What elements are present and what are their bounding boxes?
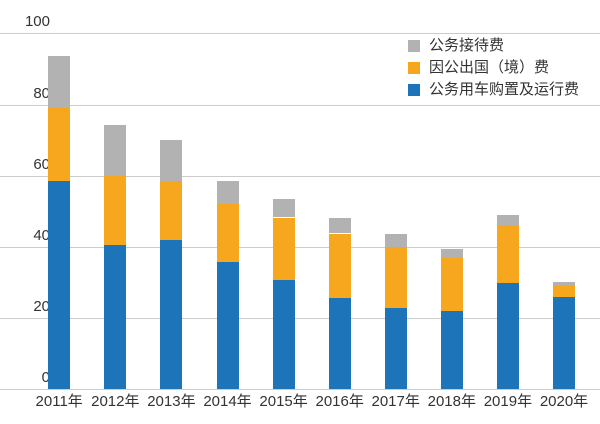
bar-segment-2014年-公务接待费 [216,180,239,205]
bar-segment-2017年-因公出国（境）费 [384,247,407,309]
y-tick-label-100: 100 [24,13,50,31]
legend-item-overseas: 因公出国（境）费 [408,60,579,76]
x-tick-label-2016年: 2016年 [315,393,364,410]
y-tick-label-40: 40 [33,227,50,244]
bar-segment-2013年-公务接待费 [160,139,183,181]
bar-segment-2019年-公务接待费 [496,215,519,226]
legend-item-vehicles: 公务用车购置及运行费 [408,82,579,98]
bar-segment-2013年-因公出国（境）费 [160,180,183,240]
y-tick-label-60: 60 [33,155,50,173]
bar-segment-2013年-公务用车购置及运行费 [160,239,183,390]
bar-segment-2012年-公务用车购置及运行费 [104,244,127,390]
legend-label: 因公出国（境）费 [429,59,550,76]
x-tick-label-2011年: 2011年 [35,393,83,410]
bar-segment-2020年-公务接待费 [553,281,575,286]
bar-segment-2012年-公务接待费 [104,124,127,176]
legend-label: 公务接待费 [429,37,505,54]
bar-segment-2011年-公务用车购置及运行费 [48,180,71,390]
y-tick-label-0: 0 [41,369,50,387]
legend-item-reception: 公务接待费 [408,38,579,54]
bar-segment-2017年-公务用车购置及运行费 [384,308,407,390]
legend: 公务接待费 因公出国（境）费 公务用车购置及运行费 [408,38,579,104]
bar-segment-2015年-公务用车购置及运行费 [272,280,295,390]
x-tick-label-2018年: 2018年 [427,393,476,410]
y-tick-label-20: 20 [33,298,50,316]
bar-segment-2014年-因公出国（境）费 [216,204,239,263]
bar-segment-2016年-公务用车购置及运行费 [328,298,351,390]
gridline-100 [0,33,600,35]
x-tick-label-2014年: 2014年 [203,393,252,410]
x-tick-label-2017年: 2017年 [371,393,420,410]
bar-segment-2012年-因公出国（境）费 [104,175,127,245]
gridline-80 [0,104,600,106]
bar-segment-2017年-公务接待费 [384,234,407,247]
bar-segment-2016年-因公出国（境）费 [328,233,351,299]
bar-segment-2011年-公务接待费 [48,56,71,109]
bar-segment-2011年-因公出国（境）费 [48,108,71,181]
gridline-0 [0,389,600,391]
gridline-40 [0,247,600,248]
x-tick-label-2012年: 2012年 [91,393,140,410]
x-tick-label-2020年: 2020年 [539,393,589,410]
bar-segment-2019年-公务用车购置及运行费 [496,283,519,390]
legend-swatch-orange [408,62,420,74]
x-tick-label-2019年: 2019年 [483,393,533,410]
y-tick-label-80: 80 [33,84,50,102]
bar-segment-2020年-因公出国（境）费 [553,285,575,297]
bar-segment-2016年-公务接待费 [328,217,351,234]
legend-swatch-gray [408,40,420,52]
bar-segment-2018年-因公出国（境）费 [440,258,463,311]
x-tick-label-2013年: 2013年 [147,393,196,410]
bar-segment-2019年-因公出国（境）费 [496,225,519,284]
x-tick-label-2015年: 2015年 [259,393,308,410]
legend-label: 公务用车购置及运行费 [429,81,580,98]
bar-segment-2020年-公务用车购置及运行费 [553,296,575,390]
bar-segment-2018年-公务接待费 [440,248,463,259]
gridline-60 [0,175,600,177]
bar-segment-2015年-公务接待费 [272,199,295,218]
bar-segment-2015年-因公出国（境）费 [272,217,295,281]
bar-segment-2018年-公务用车购置及运行费 [440,310,463,390]
bar-segment-2014年-公务用车购置及运行费 [216,262,239,390]
gridline-20 [0,318,600,320]
legend-swatch-blue [408,84,420,96]
